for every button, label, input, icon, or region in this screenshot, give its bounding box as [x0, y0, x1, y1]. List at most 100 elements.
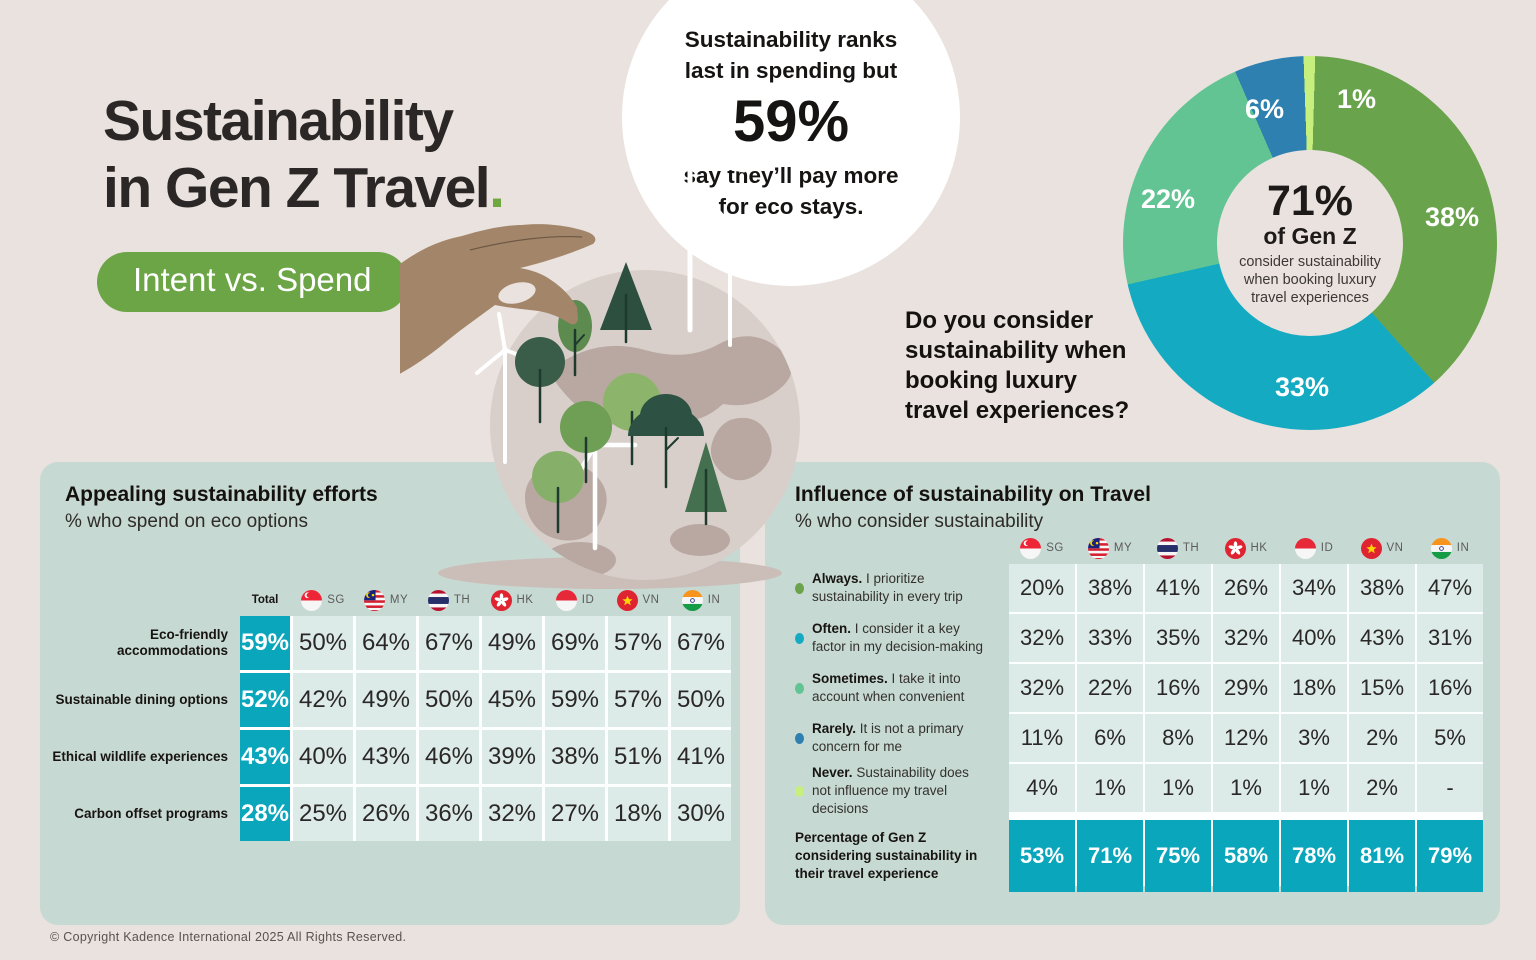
table-cell: 67%: [419, 616, 479, 670]
country-code: IN: [707, 594, 721, 606]
country-code: MY: [1113, 542, 1133, 554]
table-cell: 43%: [1349, 614, 1415, 662]
country-code: IN: [1456, 542, 1470, 554]
influence-panel: Influence of sustainability on Travel % …: [765, 462, 1500, 925]
flag-id-icon: [555, 589, 577, 611]
table-cell: 38%: [1077, 564, 1143, 612]
row-label: Sometimes. I take it into account when c…: [795, 664, 1007, 712]
flag-vn-icon: [1360, 537, 1382, 559]
table-cell: -: [1417, 764, 1483, 812]
table-cell: 32%: [482, 787, 542, 841]
flag-my-icon: [1087, 537, 1109, 559]
table-cell: 6%: [1077, 714, 1143, 762]
table-cell: 5%: [1417, 714, 1483, 762]
country-code: ID: [1320, 542, 1334, 554]
table-cell-total: 43%: [240, 730, 290, 784]
column-header-hk: HK: [1213, 537, 1279, 559]
donut-chart: 71% of Gen Z consider sustainability whe…: [1123, 56, 1497, 430]
table-row: Rarely. It is not a primary concern for …: [795, 714, 1483, 762]
table-cell: 25%: [293, 787, 353, 841]
legend-dot-icon: [795, 732, 804, 744]
table-row: Sustainable dining options 52% 42% 49% 50% 45…: [43, 673, 737, 727]
table-cell-total: 52%: [240, 673, 290, 727]
row-label-text: Often. I consider it a key factor in my …: [812, 621, 984, 654]
row-label: Always. I prioritize sustainability in e…: [795, 564, 1007, 612]
donut-center-desc: travel experiences: [1251, 290, 1369, 306]
column-header-in: IN: [1417, 537, 1483, 559]
table-total-row: Percentage of Gen Z considering sustaina…: [795, 820, 1483, 892]
table-cell: 57%: [608, 616, 668, 670]
table-cell: 1%: [1145, 764, 1211, 812]
legend-dot-icon: [795, 785, 804, 797]
table-row: Ethical wildlife experiences 43% 40% 43% 46%…: [43, 730, 737, 784]
column-header-total: Total: [251, 594, 279, 606]
table-cell: 1%: [1213, 764, 1279, 812]
callout-text: Sustainability ranks: [684, 27, 898, 52]
hand-icon: [400, 224, 596, 374]
page-title: Sustainability in Gen Z Travel.: [103, 88, 505, 222]
panel-subtitle: % who consider sustainability: [795, 511, 1044, 532]
panel-title: Influence of sustainability on Travel: [795, 483, 1151, 506]
country-code: HK: [1250, 542, 1268, 554]
column-header-vn: VN: [1349, 537, 1415, 559]
table-cell: 33%: [1077, 614, 1143, 662]
country-code: VN: [642, 594, 660, 606]
panel-title: Appealing sustainability efforts: [65, 483, 378, 506]
table-cell: 57%: [608, 673, 668, 727]
callout-stat: 59%: [732, 89, 850, 154]
flag-hk-icon: [490, 589, 512, 611]
table-cell-total: 78%: [1281, 820, 1347, 892]
flag-my-icon: [363, 589, 385, 611]
table-row: Sometimes. I take it into account when c…: [795, 664, 1483, 712]
table-cell: 50%: [419, 673, 479, 727]
table-cell: 1%: [1281, 764, 1347, 812]
table-cell: 64%: [356, 616, 416, 670]
table-cell: 31%: [1417, 614, 1483, 662]
callout-text: for eco stays.: [718, 194, 864, 219]
table-cell: 29%: [1213, 664, 1279, 712]
table-cell: 16%: [1417, 664, 1483, 712]
column-header-my: MY: [1077, 537, 1143, 559]
table-cell: 67%: [671, 616, 731, 670]
table-cell: 38%: [545, 730, 605, 784]
table-cell: 1%: [1077, 764, 1143, 812]
country-code: TH: [453, 594, 471, 606]
table-cell: 50%: [293, 616, 353, 670]
table-row: Carbon offset programs 28% 25% 26% 36% 32% 27%…: [43, 787, 737, 841]
table-cell: 59%: [545, 673, 605, 727]
flag-th-icon: [1156, 537, 1178, 559]
table-cell: 4%: [1009, 764, 1075, 812]
donut-center-label: of Gen Z: [1263, 223, 1357, 249]
flag-th-icon: [427, 589, 449, 611]
legend-dot-icon: [795, 582, 804, 594]
table-cell-total: 53%: [1009, 820, 1075, 892]
table-cell: 3%: [1281, 714, 1347, 762]
donut-slice-label-often: 33%: [1275, 372, 1330, 402]
country-code: TH: [1182, 542, 1200, 554]
intent-vs-spend-badge: Intent vs. Spend: [97, 252, 408, 312]
column-header-in: IN: [671, 589, 731, 611]
table-cell-total: 58%: [1213, 820, 1279, 892]
donut-question: Do you consider sustainability when book…: [905, 306, 1129, 426]
table-cell: 35%: [1145, 614, 1211, 662]
table-cell: 42%: [293, 673, 353, 727]
table-cell: 26%: [1213, 564, 1279, 612]
table-cell: 38%: [1349, 564, 1415, 612]
column-header-id: ID: [545, 589, 605, 611]
table-row: Eco-friendly accommodations 59% 50% 64% 67% 4…: [43, 616, 737, 670]
pine-tree-icon: [600, 262, 652, 330]
table-cell: 50%: [671, 673, 731, 727]
row-label: Never. Sustainability does not influence…: [795, 764, 1007, 818]
row-label: Carbon offset programs: [74, 806, 228, 821]
flag-id-icon: [1294, 537, 1316, 559]
table-cell: 46%: [419, 730, 479, 784]
donut-center: 71% of Gen Z consider sustainability whe…: [1217, 150, 1403, 336]
table-header-row: SG MY TH HK ID VN IN: [795, 534, 1483, 562]
country-code: ID: [581, 594, 595, 606]
country-code: SG: [327, 594, 345, 606]
donut-center-stat: 71%: [1266, 177, 1354, 225]
total-row-label: Percentage of Gen Z considering sustaina…: [795, 830, 978, 881]
table-cell: 20%: [1009, 564, 1075, 612]
flag-sg-icon: [301, 589, 323, 611]
